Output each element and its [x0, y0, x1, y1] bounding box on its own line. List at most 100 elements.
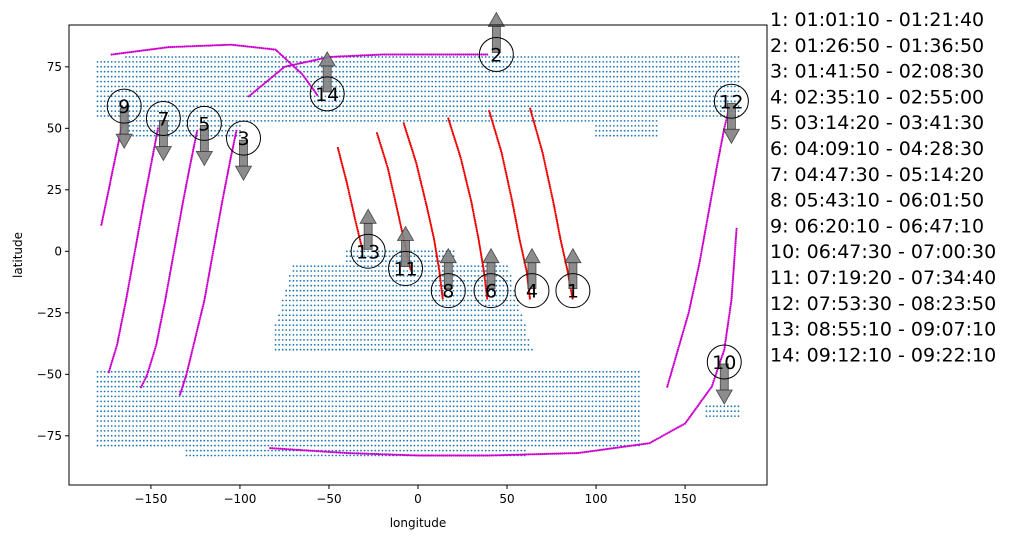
land-point-3115: [410, 319, 412, 322]
land-point-1200: [712, 95, 715, 98]
land-point-2259: [616, 65, 619, 68]
land-point-3291: [310, 304, 313, 307]
land-point-848: [103, 100, 106, 103]
land-point-3183: [406, 314, 409, 317]
land-point-1759: [125, 75, 127, 78]
land-point-1040: [142, 95, 145, 98]
land-point-1172: [613, 95, 615, 98]
land-point-2116: [107, 65, 110, 68]
land-point-3235: [349, 309, 352, 312]
land-point-203: [303, 120, 305, 122]
land-point-937: [420, 100, 423, 103]
land-point-4755: [96, 425, 99, 427]
land-point-2256: [605, 65, 608, 68]
land-point-2732: [313, 343, 316, 346]
land-point-3756: [363, 270, 366, 272]
land-point-761: [438, 105, 441, 108]
land-point-2279: [687, 65, 690, 68]
land-point-742: [370, 105, 373, 108]
land-point-3072: [506, 324, 508, 326]
land-point-4519: [345, 434, 348, 437]
land-point-956: [488, 100, 491, 103]
land-point-698: [214, 105, 216, 108]
land-point-4812: [299, 425, 302, 427]
land-point-2010: [374, 70, 377, 73]
land-point-4614: [139, 430, 142, 432]
land-point-3630: [360, 279, 362, 282]
land-point-322: [164, 115, 167, 117]
land-point-3610: [288, 279, 291, 282]
land-point-130: [224, 125, 227, 127]
land-point-2752: [385, 343, 387, 346]
land-point-3089: [317, 319, 320, 322]
land-point-1813: [317, 75, 320, 78]
land-point-1900: [627, 75, 629, 78]
land-point-2368: [360, 61, 362, 63]
land-point-754: [413, 105, 416, 108]
land-point-4380: [395, 439, 398, 442]
land-point-2966: [381, 329, 384, 331]
land-point-3147: [278, 314, 280, 317]
land-point-4070: [267, 449, 270, 452]
land-point-1176: [627, 95, 629, 98]
land-point-2807: [324, 339, 327, 341]
land-point-4469: [167, 434, 170, 437]
land-point-500: [153, 110, 156, 112]
land-point-4615: [142, 430, 145, 432]
land-point-373: [345, 115, 348, 117]
land-point-4949: [242, 420, 245, 422]
land-point-264: [520, 120, 523, 122]
land-point-3095: [338, 319, 341, 322]
land-point-3024: [335, 324, 337, 326]
land-point-4801: [260, 425, 263, 427]
land-point-2063: [563, 70, 565, 73]
land-point-1935: [107, 70, 110, 73]
land-point-372: [342, 115, 345, 117]
land-point-3495: [331, 289, 334, 292]
land-point-4127: [470, 449, 473, 452]
land-point-149: [645, 125, 647, 127]
land-point-932: [402, 100, 405, 103]
land-point-2893: [374, 334, 377, 336]
land-point-2692: [431, 348, 434, 351]
land-point-3330: [449, 304, 451, 307]
land-point-1715: [613, 80, 615, 83]
land-point-2894: [377, 334, 380, 336]
land-point-1846: [434, 75, 437, 78]
land-point-2686: [410, 348, 412, 351]
land-point-2960: [360, 329, 362, 331]
land-point-1538: [627, 85, 629, 88]
land-point-3584: [420, 284, 423, 287]
land-point-3292: [313, 304, 316, 307]
land-point-3120: [427, 319, 430, 322]
land-point-1808: [299, 75, 302, 78]
land-point-1690: [523, 80, 526, 83]
land-point-1753: [103, 75, 106, 78]
land-point-4644: [246, 430, 249, 432]
land-point-3982: [296, 454, 298, 457]
land-point-2192: [377, 65, 380, 68]
land-point-2659: [313, 348, 316, 351]
land-point-3977: [278, 454, 280, 457]
land-point-4699: [442, 430, 444, 432]
land-point-3939: [413, 250, 416, 253]
land-point-140: [613, 125, 615, 127]
land-point-4993: [399, 420, 402, 422]
land-point-1393: [110, 85, 113, 88]
land-point-3974: [267, 454, 270, 457]
land-point-3987: [313, 454, 316, 457]
land-point-1296: [410, 90, 412, 93]
land-point-4989: [385, 420, 387, 422]
land-point-3930: [381, 250, 384, 253]
land-point-1518: [556, 85, 558, 88]
land-point-3876: [410, 260, 412, 262]
land-point-4985: [370, 420, 373, 422]
land-point-803: [588, 105, 590, 108]
land-point-4782: [192, 425, 195, 427]
land-point-4259: [509, 444, 512, 447]
land-point-348: [256, 115, 259, 117]
land-point-4525: [367, 434, 369, 437]
land-point-2200: [406, 65, 409, 68]
land-point-886: [239, 100, 241, 103]
land-point-4257: [502, 444, 505, 447]
